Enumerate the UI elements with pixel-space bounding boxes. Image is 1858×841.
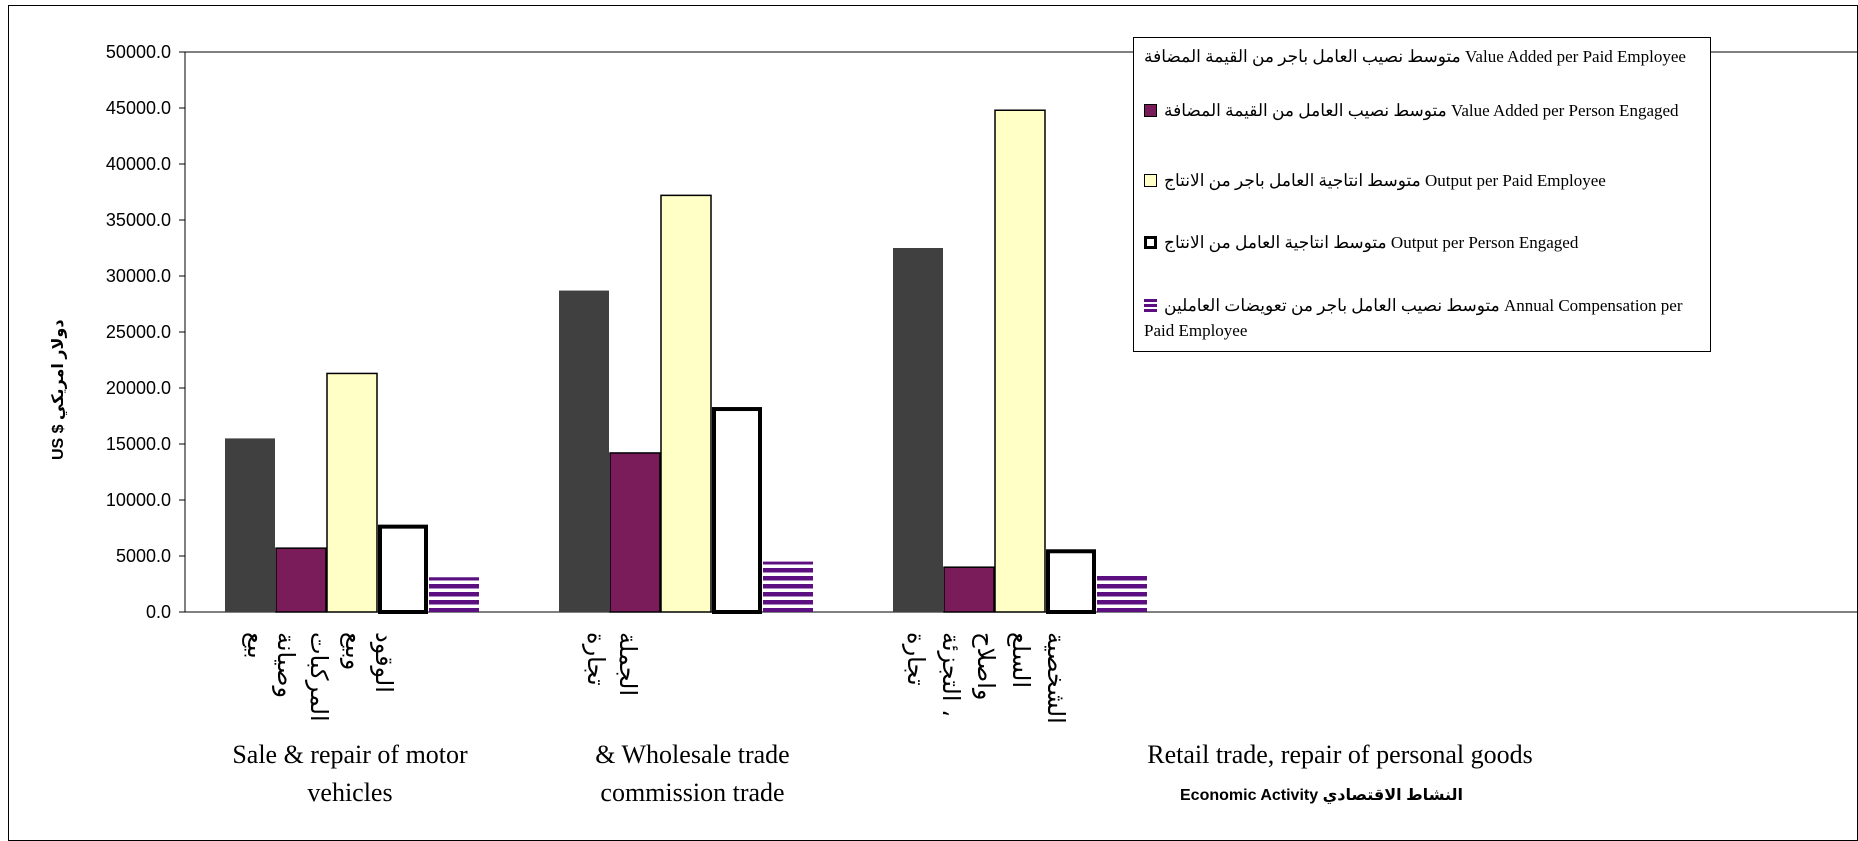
category-label: & Wholesale trade commission trade <box>595 740 790 807</box>
category-label: Sale & repair of motor vehicles <box>232 740 468 807</box>
y-tick-label: 35000.0 <box>106 210 171 230</box>
bar-white-thick-1 <box>712 407 762 615</box>
y-tick-label: 30000.0 <box>106 266 171 286</box>
category-arabic-label: وبيع <box>340 632 368 671</box>
category-arabic-label: بيع <box>242 632 270 659</box>
legend-label: متوسط نصيب العامل باجر من تعويضات العامل… <box>1144 296 1683 340</box>
bar-stripes-1 <box>763 561 813 612</box>
bar-white-thick-2 <box>1046 549 1096 615</box>
bar-yellow-1 <box>660 194 712 613</box>
y-axis-label: US $ دولار امريكي <box>50 319 67 460</box>
legend: متوسط نصيب العامل باجر من القيمة المضافة… <box>1133 37 1711 352</box>
bar-dark-2 <box>893 248 943 612</box>
legend-item: متوسط نصيب العامل باجر من القيمة المضافة… <box>1144 44 1704 69</box>
bar-stripes-2 <box>1097 572 1147 612</box>
category-arabic-label: واصلاح <box>972 632 1000 701</box>
bar-purple-2 <box>943 566 995 613</box>
legend-label: متوسط انتاجية العامل باجر من الانتاج Out… <box>1164 171 1606 190</box>
y-tick-label: 15000.0 <box>106 434 171 454</box>
bar-yellow-0 <box>326 372 378 613</box>
bar-white-thick-0 <box>378 524 428 615</box>
bar-purple-1 <box>609 452 661 613</box>
bars <box>225 109 1147 615</box>
y-axis: 0.0 5000.0 10000.0 15000.0 20000.0 25000.0 300… <box>106 42 185 622</box>
category-arabic-label: السلع <box>1007 632 1035 689</box>
category-arabic-label: المركبات <box>305 632 333 722</box>
bar-purple-0 <box>275 547 327 613</box>
legend-label: متوسط نصيب العامل من القيمة المضافة Valu… <box>1164 101 1679 120</box>
y-tick-label: 10000.0 <box>106 490 171 510</box>
legend-swatch <box>1144 104 1157 117</box>
category-arabic-label: تجارة <box>902 632 930 686</box>
bar-dark-1 <box>559 290 609 612</box>
y-tick-label: 45000.0 <box>106 98 171 118</box>
y-tick-label: 5000.0 <box>116 546 171 566</box>
bar-dark-0 <box>225 438 275 612</box>
y-tick-label: 0.0 <box>146 602 171 622</box>
legend-swatch <box>1144 174 1157 187</box>
category-arabic-label: تجارة <box>582 632 610 686</box>
y-tick-label: 20000.0 <box>106 378 171 398</box>
legend-item: متوسط نصيب العامل من القيمة المضافة Valu… <box>1144 98 1704 123</box>
legend-swatch <box>1144 299 1157 312</box>
category-arabic-label: الجملة <box>614 632 642 697</box>
category-arabic-label: وصيانة <box>272 632 300 699</box>
bar-stripes-0 <box>429 577 479 612</box>
legend-swatch <box>1144 236 1157 249</box>
category-arabic-label: التجزئة ، <box>937 632 965 717</box>
legend-item: متوسط انتاجية العامل من الانتاج Output p… <box>1144 230 1704 255</box>
legend-label: متوسط نصيب العامل باجر من القيمة المضافة… <box>1144 47 1686 66</box>
category-arabic-label: الشخصية <box>1042 632 1070 724</box>
y-tick-label: 40000.0 <box>106 154 171 174</box>
legend-item: متوسط انتاجية العامل باجر من الانتاج Out… <box>1144 168 1704 193</box>
y-tick-label: 25000.0 <box>106 322 171 342</box>
bar-yellow-2 <box>994 109 1046 613</box>
legend-item: متوسط نصيب العامل باجر من تعويضات العامل… <box>1144 293 1704 343</box>
y-tick-label: 50000.0 <box>106 42 171 62</box>
x-axis-label: Economic Activity النشاط الاقتصادي <box>1180 787 1463 804</box>
legend-label: متوسط انتاجية العامل من الانتاج Output p… <box>1164 233 1579 252</box>
category-label: Retail trade, repair of personal goods <box>1147 740 1533 769</box>
category-arabic-label: الوقود <box>370 632 398 693</box>
